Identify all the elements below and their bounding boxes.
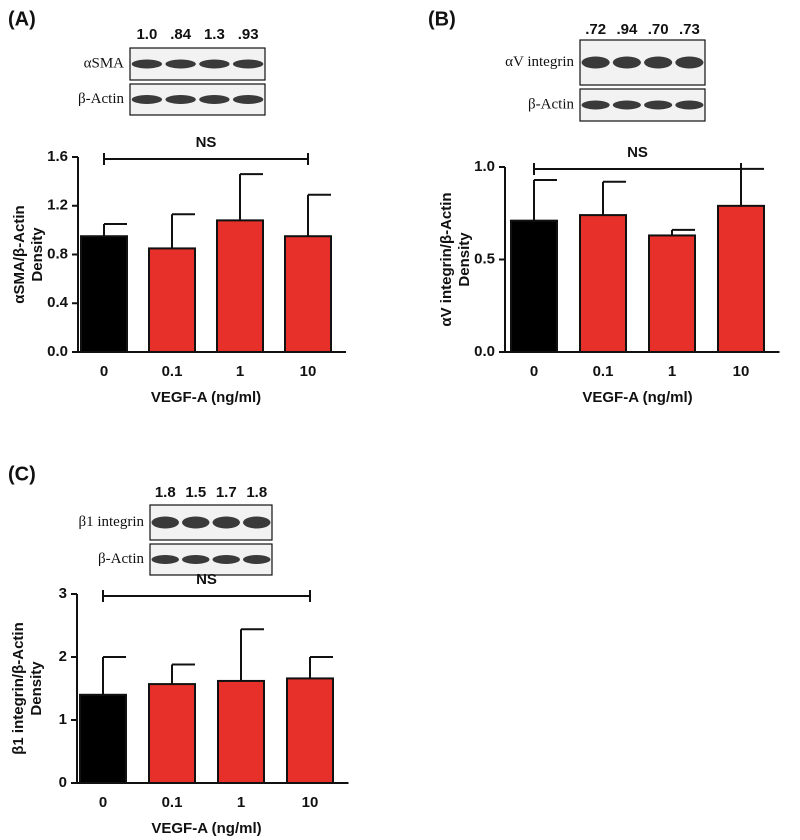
bar <box>80 235 128 353</box>
y-tick-label: 0 <box>59 774 67 791</box>
blot-band <box>243 555 271 564</box>
bar <box>148 247 196 353</box>
blot-band <box>612 56 641 69</box>
x-tick-label: 1 <box>236 363 244 380</box>
blot-band <box>612 100 641 110</box>
y-axis-label: αSMA/β-Actin <box>11 205 28 303</box>
x-axis-label: VEGF-A (ng/ml) <box>151 820 261 837</box>
y-axis-label: Density <box>29 227 46 282</box>
bar <box>510 219 558 353</box>
y-tick-label: 0.0 <box>474 343 495 360</box>
bar <box>216 219 264 353</box>
blot-quantification: .70 <box>648 21 669 38</box>
x-tick-label: 1 <box>668 363 676 380</box>
blot-quantification: 1.0 <box>136 26 157 43</box>
y-axis-label: β1 integrin/β-Actin <box>10 622 27 754</box>
blot-band <box>212 555 240 564</box>
panel-label: (C) <box>8 463 36 485</box>
blot-band <box>243 516 271 529</box>
x-axis-label: VEGF-A (ng/ml) <box>582 389 692 406</box>
blot-band <box>232 59 264 69</box>
blot-band <box>131 95 163 104</box>
y-tick-label: 2 <box>59 648 67 665</box>
blot-row-label: αSMA <box>84 55 125 71</box>
blot-band <box>151 555 179 564</box>
blot-band <box>675 56 704 69</box>
annotation: NS <box>196 134 217 151</box>
panel-label: (A) <box>8 8 36 30</box>
x-tick-label: 0.1 <box>162 794 183 811</box>
blot-row-label: β-Actin <box>528 96 574 112</box>
x-tick-label: 0.1 <box>162 363 183 380</box>
y-tick-label: 0.4 <box>47 294 69 311</box>
x-tick-label: 10 <box>302 794 319 811</box>
y-axis-label: Density <box>28 661 45 716</box>
y-axis-label: Density <box>456 232 473 287</box>
blot-band <box>581 56 610 69</box>
blot-band <box>232 95 264 104</box>
annotation: NS <box>627 144 648 161</box>
bar <box>717 204 765 353</box>
blot-band <box>151 516 179 529</box>
y-tick-label: 1.0 <box>474 158 495 175</box>
blot-band <box>212 516 240 529</box>
x-axis-label: VEGF-A (ng/ml) <box>151 389 261 406</box>
blot-band <box>581 100 610 110</box>
panel-label: (B) <box>428 8 456 30</box>
y-tick-label: 1.2 <box>47 197 68 214</box>
blot-row-label: β-Actin <box>98 551 144 567</box>
bar <box>579 214 627 353</box>
blot-quantification: .93 <box>238 26 259 43</box>
blot-band <box>165 95 196 104</box>
annotation: NS <box>196 571 217 588</box>
blot-band <box>644 56 673 69</box>
bar <box>286 677 334 784</box>
y-tick-label: 0.8 <box>47 245 68 262</box>
y-tick-label: 1 <box>59 711 67 728</box>
blot-quantification: .73 <box>679 21 700 38</box>
blot-band <box>199 59 230 69</box>
blot-quantification: .94 <box>616 21 638 38</box>
x-tick-label: 0.1 <box>593 363 614 380</box>
blot-band <box>131 59 163 69</box>
bar <box>648 234 696 353</box>
y-axis-label: αV integrin/β-Actin <box>438 192 455 326</box>
y-tick-label: 0.0 <box>47 343 68 360</box>
y-tick-label: 1.6 <box>47 148 68 165</box>
blot-band <box>165 59 196 69</box>
bar <box>148 683 196 785</box>
bar <box>284 235 332 353</box>
x-tick-label: 10 <box>733 363 750 380</box>
blot-row-label: αV integrin <box>505 54 574 70</box>
blot-quantification: 1.8 <box>246 484 267 501</box>
bar <box>79 693 127 784</box>
blot-quantification: .84 <box>170 26 192 43</box>
y-tick-label: 0.5 <box>474 250 495 267</box>
blot-quantification: 1.3 <box>204 26 225 43</box>
blot-band <box>182 516 210 529</box>
blot-band <box>644 100 673 110</box>
y-tick-label: 3 <box>59 585 67 602</box>
blot-band <box>199 95 230 104</box>
blot-quantification: 1.8 <box>155 484 176 501</box>
blot-band <box>182 555 210 564</box>
x-tick-label: 10 <box>300 363 317 380</box>
blot-quantification: 1.5 <box>185 484 206 501</box>
blot-row-label: β1 integrin <box>78 514 144 530</box>
blot-quantification: .72 <box>585 21 606 38</box>
x-tick-label: 0 <box>100 363 108 380</box>
x-tick-label: 1 <box>237 794 245 811</box>
blot-quantification: 1.7 <box>216 484 237 501</box>
blot-row-label: β-Actin <box>78 91 124 107</box>
bar <box>217 679 265 784</box>
blot-band <box>675 100 704 110</box>
x-tick-label: 0 <box>530 363 538 380</box>
x-tick-label: 0 <box>99 794 107 811</box>
